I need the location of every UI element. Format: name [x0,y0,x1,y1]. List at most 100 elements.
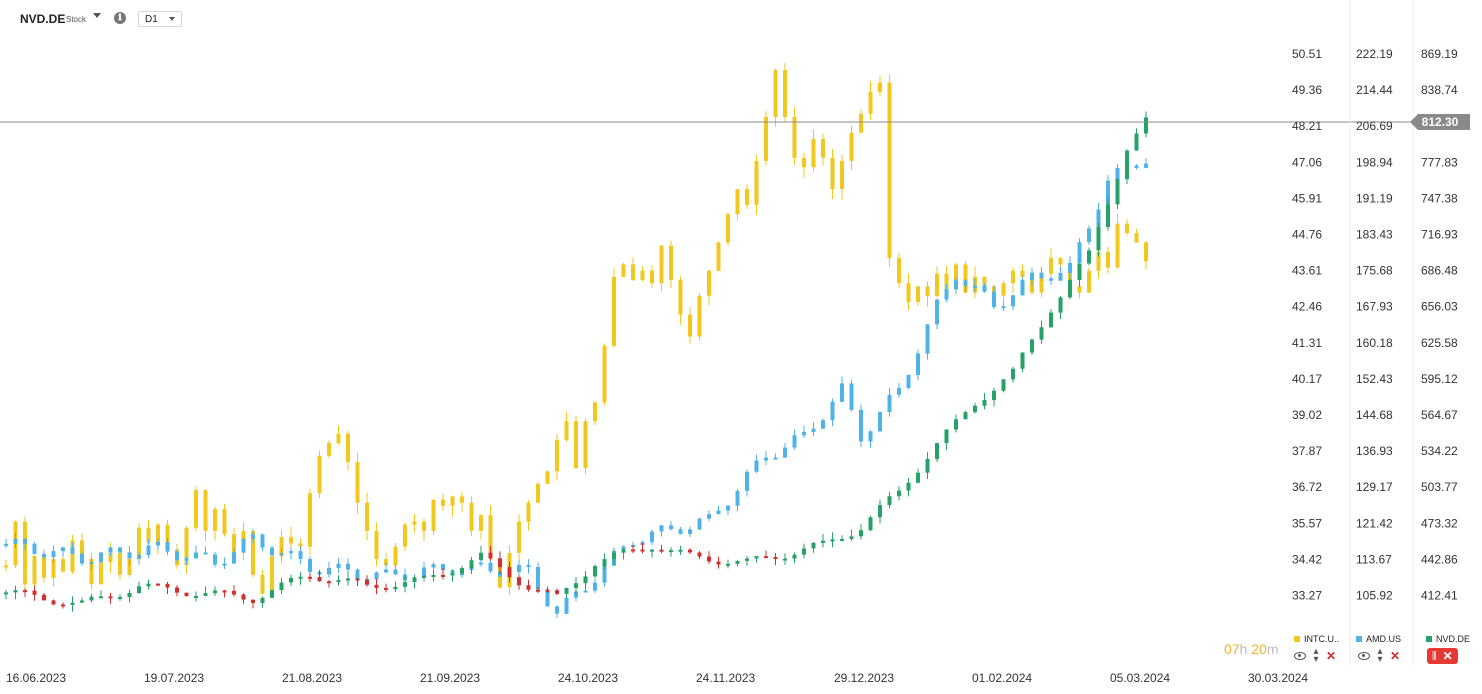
nvd-candle [593,565,597,577]
nvd-candle [507,567,512,578]
up-down-icon[interactable]: ▴ ▾ [1377,646,1383,665]
intc-candle [1039,273,1044,293]
chart-toolbar: NVD.DE Stock ℹ D1 [0,0,1482,34]
nvd-candle [108,596,113,599]
intc-candle [1077,286,1082,293]
amd-candle [735,490,740,506]
nvd-candle [393,586,398,590]
nvd-candle [1001,379,1006,391]
nvd-candle [574,583,578,588]
amd-candle [42,553,46,558]
price-tick-label: 50.51 [1292,47,1322,61]
nvd-candle [973,405,977,413]
nvd-candle [897,490,901,497]
intc-candle [270,556,274,594]
amd-candle [1068,262,1072,273]
intc-candle [70,540,75,572]
nvd-candle [773,557,778,560]
date-tick-label: 16.06.2023 [6,671,66,685]
nvd-candle [89,596,94,601]
price-tick-label: 747.38 [1421,191,1458,205]
intc-candle [23,521,27,585]
intc-candle [669,245,673,281]
amd-candle [13,538,18,544]
date-tick-label: 24.10.2023 [558,671,618,685]
legend-amd[interactable]: AMD.US [1356,634,1401,644]
nvd-candle [374,584,379,588]
amd-candle [1011,295,1015,307]
price-tick-label: 869.19 [1421,47,1458,61]
info-icon[interactable]: ℹ [114,12,126,24]
amd-candle [61,547,65,552]
eye-icon[interactable] [1294,652,1306,660]
nvd-candle [906,482,911,491]
legend-controls-amd: ▴ ▾ ✕ [1358,646,1401,665]
legend-intc[interactable]: INTC.U.. [1294,634,1339,644]
intc-candle [327,443,331,456]
up-down-icon[interactable]: ▴ ▾ [1313,646,1319,665]
intc-candle [289,537,293,544]
nvd-candle [697,552,702,557]
legend-nvd[interactable]: NVD.DE [1426,634,1470,644]
close-icon[interactable]: ✕ [1442,649,1453,663]
nvd-candle [156,583,160,586]
date-tick-label: 19.07.2023 [144,671,204,685]
amd-candle [821,420,825,429]
nvd-candle [1058,297,1063,313]
intc-candle [1020,270,1025,277]
intc-candle [631,264,635,281]
nvd-candle [403,582,407,587]
price-tick-label: 777.83 [1421,155,1458,169]
nvd-candle [99,596,103,599]
eye-icon[interactable] [1358,652,1370,660]
nvd-candle [792,554,797,559]
amd-candles [4,158,1148,618]
nvd-candle [1049,312,1053,328]
candle-countdown: 07h 20m [1224,641,1279,657]
amd-candle [935,299,939,325]
intc-candle [336,433,341,444]
intc-candle [906,283,911,303]
intc-candle [99,562,103,585]
intc-candle [450,496,455,506]
nvd-candle [384,587,388,590]
intc-candle [726,214,730,243]
amd-candle [925,324,930,354]
nvd-candle [165,583,170,588]
close-icon[interactable]: ✕ [1390,649,1401,663]
candles-icon[interactable]: ⫼ [1432,650,1437,662]
intc-candle [593,402,597,422]
nvd-price-axis: 869.19 838.74 777.83 747.38 716.93 686.48 656.… [1421,47,1458,603]
amd-candle [156,542,160,546]
symbol-name[interactable]: NVD.DE [20,12,66,26]
amd-candle [574,591,578,598]
nvd-candle [327,581,331,584]
amd-candle [355,569,360,579]
legend-controls-nvd: ⫼ ✕ [1427,648,1458,664]
amd-candle [583,590,588,593]
intc-candle [868,91,873,114]
intc-candle [935,273,939,296]
nvd-candle [194,595,198,598]
intc-candle [488,515,493,560]
intc-candle [431,499,436,531]
amd-candle [669,525,673,530]
nvd-candle [441,574,445,577]
nvd-candle [51,600,56,605]
chevron-down-icon [169,17,175,21]
nvd-candle [754,556,759,559]
timeframe-select[interactable]: D1 [138,11,182,27]
nvd-candle [564,587,569,594]
amd-candle [621,546,626,551]
nvd-candle [631,549,635,552]
intc-candle [716,242,721,271]
nvd-candle [650,549,654,552]
price-tick-label: 838.74 [1421,83,1458,97]
intc-candle [156,524,160,544]
close-icon[interactable]: ✕ [1326,649,1337,663]
price-tick-label: 595.12 [1421,372,1458,386]
symbol-type: Stock [66,15,87,24]
symbol-dropdown-icon[interactable] [93,13,101,18]
price-tick-label: 222.19 [1356,47,1393,61]
